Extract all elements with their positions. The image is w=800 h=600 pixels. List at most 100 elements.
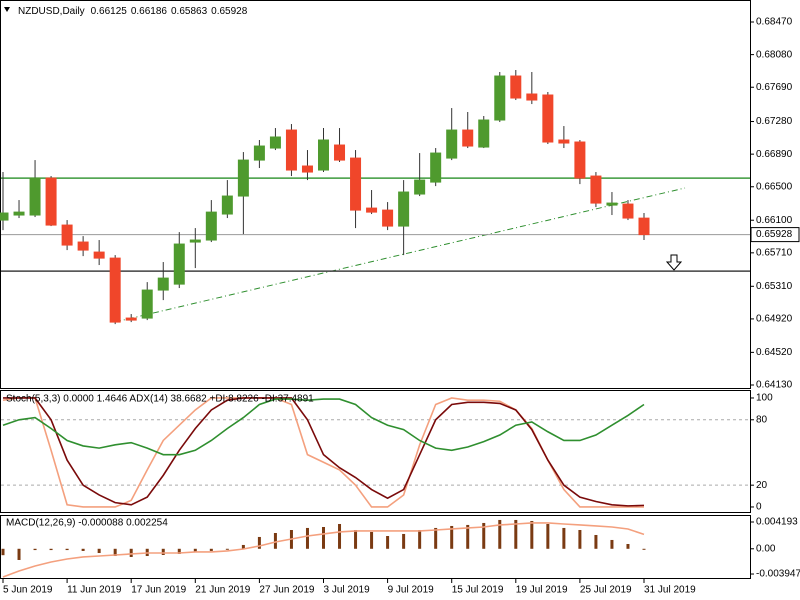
candle-body	[0, 212, 9, 221]
candle-body	[430, 152, 442, 183]
y-tick-label: 20	[756, 480, 768, 491]
plot-layer: 0.68470 0.68080 0.67690 0.67280 0.66890 0.665…	[0, 17, 800, 596]
x-tick-label: 5 Jun 2019	[3, 585, 53, 596]
header-high: 0.66186	[131, 6, 168, 17]
macd-bar	[97, 548, 101, 554]
candle-body	[638, 217, 650, 236]
candle-body	[45, 177, 57, 226]
y-tick-label: -0.003947	[756, 569, 800, 580]
y-tick-label: 0.66890	[756, 149, 793, 160]
candle-body	[382, 209, 394, 227]
y-tick-label: 0	[756, 502, 762, 513]
y-tick-label: 0.00	[756, 543, 776, 554]
main-panel	[0, 0, 751, 389]
candle-body	[285, 129, 297, 171]
candle-body	[478, 119, 490, 148]
candle-body	[318, 139, 329, 171]
candle-body	[141, 289, 153, 319]
candle-body	[462, 129, 474, 147]
macd-bar	[450, 525, 454, 549]
macd-bar	[257, 536, 261, 549]
candle-body	[350, 157, 362, 211]
macd-bar	[177, 548, 181, 554]
y-tick-label: 80	[756, 414, 768, 425]
macd-bar	[241, 544, 245, 549]
candle-body	[125, 317, 137, 321]
macd-bar	[418, 529, 422, 549]
x-tick-label: 25 Jul 2019	[580, 585, 632, 596]
candle-body	[366, 207, 378, 213]
candle-body	[334, 144, 346, 161]
x-tick-label: 19 Jul 2019	[516, 585, 568, 596]
macd-bar	[129, 548, 133, 557]
candle-body	[61, 224, 73, 246]
macd-bar	[386, 536, 390, 549]
x-tick-label: 9 Jul 2019	[388, 585, 435, 596]
macd-bar	[514, 519, 518, 549]
y-tick-label: 100	[756, 393, 773, 404]
candle-body	[157, 277, 169, 291]
x-tick-label: 21 Jun 2019	[195, 585, 250, 596]
macd-bar	[273, 533, 277, 549]
macd-bar	[1, 548, 5, 556]
macd-bar	[498, 519, 502, 549]
candle-body	[269, 136, 281, 149]
macd-bar	[225, 548, 229, 550]
y-tick-label: 0.67280	[756, 116, 793, 127]
y-tick-label: 0.004193	[756, 517, 798, 528]
macd-bar	[113, 548, 117, 557]
chart-header: NZDUSD,Daily 0.66125 0.66186 0.65863 0.65928	[18, 6, 248, 17]
candle-body	[542, 94, 554, 143]
sell-arrow	[665, 254, 683, 271]
x-tick-label: 31 Jul 2019	[644, 585, 696, 596]
macd-bar	[33, 548, 37, 551]
candle-body	[237, 159, 249, 197]
header-low: 0.65863	[171, 6, 208, 17]
macd-bar	[578, 529, 582, 549]
candle-body	[221, 195, 233, 215]
indicator-line	[3, 397, 645, 507]
indicator-line	[2, 398, 645, 456]
candle-body	[446, 129, 458, 159]
macd-bar	[610, 539, 614, 549]
macd-panel	[0, 515, 751, 579]
candle-body	[301, 165, 313, 173]
macd-bar	[354, 529, 358, 549]
candle-body	[189, 239, 201, 243]
y-tick-label: 0.68470	[756, 17, 793, 28]
x-tick-label: 3 Jul 2019	[324, 585, 371, 596]
menu-triangle	[4, 7, 10, 12]
candle-body	[414, 179, 426, 195]
macd-bar	[193, 548, 197, 552]
y-tick-label: 0.64520	[756, 347, 793, 358]
x-tick-label: 15 Jul 2019	[452, 585, 504, 596]
stoch-panel	[0, 390, 751, 513]
y-tick-label: 0.64920	[756, 314, 793, 325]
symbol-title: NZDUSD,Daily	[18, 6, 85, 17]
x-tick-label: 27 Jun 2019	[259, 585, 314, 596]
candle-body	[13, 211, 25, 216]
candle-body	[109, 257, 121, 323]
candle-body	[574, 141, 586, 179]
candle-body	[494, 75, 506, 121]
candle-body	[606, 202, 618, 206]
candle-body	[205, 211, 217, 241]
candle-body	[253, 145, 265, 161]
candle-body	[590, 175, 602, 204]
macd-bar	[466, 524, 470, 549]
y-tick-label: 0.65310	[756, 281, 793, 292]
header-close: 0.65928	[211, 6, 248, 17]
macd-bar	[338, 523, 342, 549]
x-tick-label: 11 Jun 2019	[67, 585, 122, 596]
macd-bar	[642, 548, 646, 550]
candle-body	[622, 203, 634, 219]
macd-header: MACD(12,26,9) -0.000088 0.002254	[6, 518, 168, 529]
y-tick-label: 0.68080	[756, 49, 793, 60]
candle-body	[558, 139, 570, 144]
macd-bar	[65, 548, 69, 551]
y-tick-label: 0.66100	[756, 215, 793, 226]
candle-body	[526, 93, 538, 101]
macd-bar	[434, 527, 438, 549]
candle-body	[173, 243, 185, 285]
